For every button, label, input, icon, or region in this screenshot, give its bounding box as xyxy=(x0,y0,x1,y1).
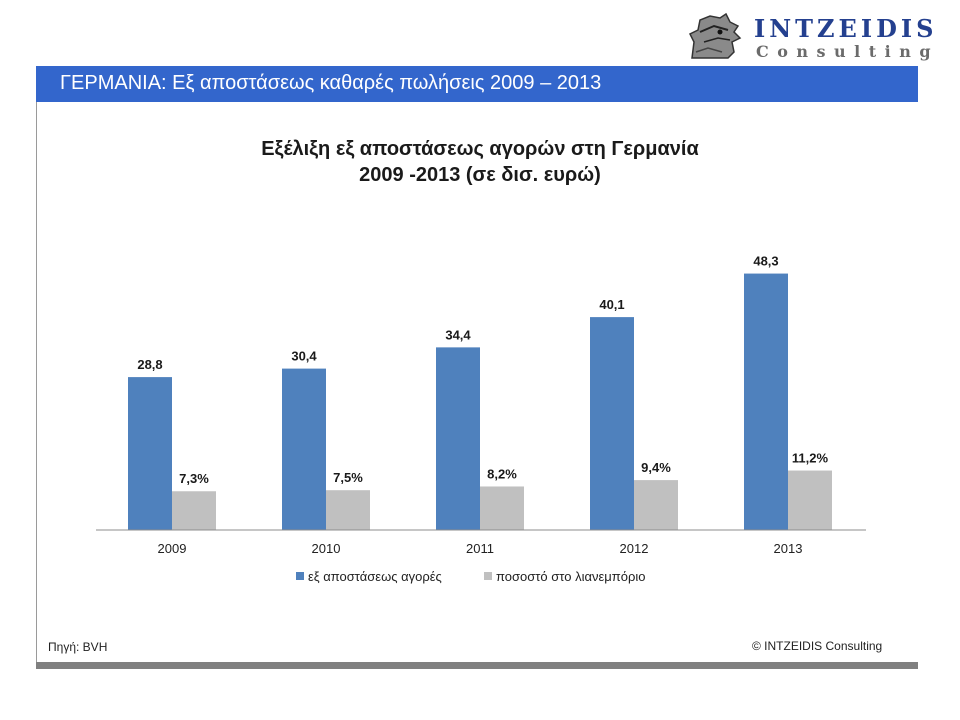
source-note: Πηγή: BVH xyxy=(48,640,108,654)
copyright-note: © INTZEIDIS Consulting xyxy=(752,639,883,653)
data-label-share-2013: 11,2% xyxy=(792,451,829,466)
slide-title-bar: ΓΕΡΜΑΝΙΑ: Εξ αποστάσεως καθαρές πωλήσεις… xyxy=(36,66,918,102)
bar-purchases-2010 xyxy=(282,368,326,530)
legend-swatch-share xyxy=(484,572,492,580)
data-label-share-2011: 8,2% xyxy=(487,466,517,481)
data-label-purchases-2011: 34,4 xyxy=(445,327,471,342)
brand-name: INTZEIDIS xyxy=(754,14,938,43)
content-frame xyxy=(36,102,919,662)
x-tick-label-2011: 2011 xyxy=(466,541,494,556)
brand-subtitle: Consulting xyxy=(756,42,940,61)
chart-title-line-2: 2009 -2013 (σε δισ. ευρώ) xyxy=(359,164,601,186)
bar-purchases-2013 xyxy=(744,273,788,530)
x-tick-label-2013: 2013 xyxy=(774,541,803,556)
chart-title-line-1: Εξέλιξη εξ αποστάσεως αγορών στη Γερμανί… xyxy=(261,138,699,160)
bar-purchases-2012 xyxy=(590,317,634,530)
data-label-purchases-2009: 28,8 xyxy=(137,357,162,372)
data-label-share-2010: 7,5% xyxy=(333,470,363,485)
legend-label-share: ποσοστό στο λιανεμπόριο xyxy=(496,569,646,584)
legend-label-purchases: εξ αποστάσεως αγορές xyxy=(308,569,442,584)
data-label-purchases-2012: 40,1 xyxy=(599,297,624,312)
bottom-divider xyxy=(36,662,918,669)
x-tick-label-2012: 2012 xyxy=(620,541,649,556)
bar-share-2009 xyxy=(172,491,216,530)
knight-head-icon xyxy=(688,12,742,59)
x-tick-label-2010: 2010 xyxy=(312,541,341,556)
data-label-purchases-2013: 48,3 xyxy=(753,254,778,269)
bar-share-2011 xyxy=(480,486,524,530)
x-tick-label-2009: 2009 xyxy=(158,541,187,556)
bar-purchases-2011 xyxy=(436,347,480,530)
legend-swatch-purchases xyxy=(296,572,304,580)
chart-title: Εξέλιξη εξ αποστάσεως αγορών στη Γερμανί… xyxy=(130,136,830,188)
bar-share-2013 xyxy=(788,470,832,530)
bar-share-2012 xyxy=(634,480,678,530)
slide-title: ΓΕΡΜΑΝΙΑ: Εξ αποστάσεως καθαρές πωλήσεις… xyxy=(60,72,602,94)
data-label-share-2012: 9,4% xyxy=(641,460,671,475)
data-label-share-2009: 7,3% xyxy=(179,471,209,486)
data-label-purchases-2010: 30,4 xyxy=(291,349,317,364)
bar-purchases-2009 xyxy=(128,377,172,530)
company-logo: INTZEIDIS Consulting xyxy=(684,12,933,64)
bar-share-2010 xyxy=(326,490,370,530)
